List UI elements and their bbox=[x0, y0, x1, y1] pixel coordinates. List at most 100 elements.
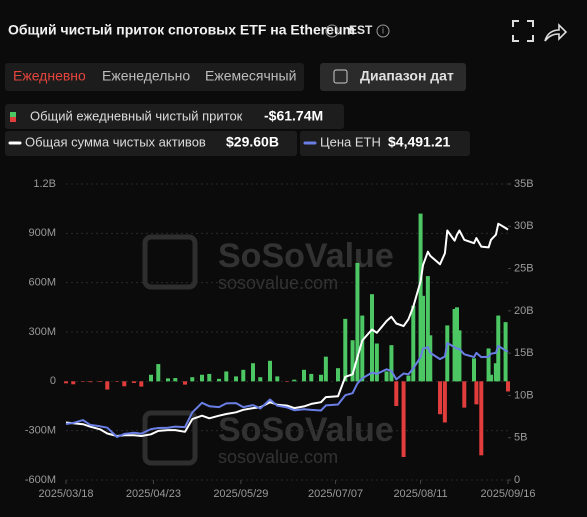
legend-value: -$61.74M bbox=[264, 108, 323, 124]
legend-value: $29.60B bbox=[226, 134, 279, 150]
watermark-site: sosovalue.com bbox=[218, 273, 338, 293]
line bbox=[65, 222, 509, 437]
y2-tick-label: 15B bbox=[514, 347, 534, 359]
y2-tick-label: 20B bbox=[514, 305, 534, 317]
bar bbox=[445, 325, 450, 382]
bar bbox=[115, 381, 119, 382]
bar bbox=[336, 368, 340, 382]
bar bbox=[406, 375, 411, 382]
y2-tick-label: 30B bbox=[514, 220, 534, 232]
bar bbox=[275, 376, 280, 382]
bar bbox=[88, 381, 93, 383]
bar bbox=[149, 374, 153, 382]
bar bbox=[241, 369, 246, 382]
bar bbox=[122, 381, 127, 387]
bar bbox=[268, 360, 272, 382]
bar bbox=[207, 373, 212, 382]
legend-icon-positive bbox=[10, 112, 16, 117]
info-icon[interactable] bbox=[376, 24, 390, 38]
info-glyph: i bbox=[382, 25, 384, 35]
line bbox=[65, 342, 509, 438]
bar bbox=[374, 343, 379, 382]
date-range-label: Диапазон дат bbox=[360, 68, 454, 84]
y2-tick-label: 25B bbox=[514, 262, 534, 274]
legend-box bbox=[300, 131, 470, 156]
watermark: SoSoValue sosovalue.com SoSoValue sosova… bbox=[142, 234, 394, 467]
legend-value: $4,491.21 bbox=[388, 134, 450, 150]
bar bbox=[472, 358, 476, 382]
y-tick-label: 900M bbox=[28, 227, 56, 239]
bar bbox=[421, 295, 425, 382]
x-tick-label: 2025/07/07 bbox=[308, 488, 363, 500]
legend-label[interactable]: Цена ETH bbox=[320, 134, 381, 149]
watermark-logo bbox=[142, 234, 198, 290]
bar bbox=[462, 381, 467, 408]
bar bbox=[292, 379, 297, 382]
watermark-site: sosovalue.com bbox=[218, 447, 338, 467]
bar bbox=[98, 381, 102, 382]
bar bbox=[401, 381, 406, 457]
bar bbox=[479, 381, 484, 456]
bar bbox=[183, 381, 187, 385]
tab-active[interactable]: Ежедневно bbox=[13, 68, 86, 84]
bar bbox=[442, 381, 447, 423]
bar bbox=[370, 294, 374, 382]
info-glyph: i bbox=[331, 25, 333, 35]
x-tick-label: 2025/05/29 bbox=[213, 488, 268, 500]
bar bbox=[457, 330, 462, 382]
share-button[interactable] bbox=[544, 23, 568, 42]
bar bbox=[302, 369, 306, 382]
y2-tick-label: 10B bbox=[514, 389, 534, 401]
bar bbox=[486, 348, 491, 382]
bar bbox=[323, 356, 328, 382]
bar bbox=[132, 381, 136, 383]
y-tick-label: 1.2B bbox=[33, 178, 56, 190]
info-icon[interactable] bbox=[325, 24, 339, 38]
date-range-button[interactable] bbox=[320, 63, 466, 91]
bar bbox=[64, 381, 68, 384]
bar bbox=[425, 276, 430, 382]
bar bbox=[234, 376, 238, 382]
y-tick-label: -600M bbox=[25, 474, 56, 486]
bar bbox=[71, 381, 76, 385]
legend-label[interactable]: Общий ежедневный чистый приток bbox=[30, 108, 243, 123]
tab[interactable]: Ежемесячный bbox=[205, 68, 296, 84]
bar bbox=[411, 305, 416, 382]
calendar-icon bbox=[333, 69, 348, 84]
y-tick-label: 300M bbox=[28, 326, 56, 338]
bar bbox=[285, 381, 289, 382]
bar bbox=[105, 381, 110, 390]
watermark-logo bbox=[142, 410, 198, 466]
fullscreen-button[interactable] bbox=[512, 20, 534, 42]
bar bbox=[81, 381, 85, 382]
legend-box bbox=[5, 104, 344, 129]
bar bbox=[139, 381, 144, 387]
y-tick-label: 0 bbox=[50, 375, 56, 387]
watermark-brand: SoSoValue bbox=[218, 411, 394, 449]
y-tick-label: -300M bbox=[25, 425, 56, 437]
y2-tick-label: 0 bbox=[514, 474, 520, 486]
bar bbox=[452, 308, 457, 382]
bar bbox=[217, 378, 221, 382]
x-tick-label: 2025/03/18 bbox=[38, 488, 93, 500]
tab-bar bbox=[5, 63, 304, 91]
tab[interactable]: Еженедельно bbox=[102, 68, 190, 84]
bar bbox=[418, 213, 423, 382]
bar bbox=[506, 381, 510, 392]
bar bbox=[190, 377, 195, 382]
bar bbox=[355, 262, 360, 382]
bar bbox=[156, 364, 161, 382]
bar bbox=[455, 307, 459, 382]
bar bbox=[438, 381, 442, 415]
timezone[interactable]: EST bbox=[349, 23, 373, 37]
y2-tick-label: 35B bbox=[514, 178, 534, 190]
bar bbox=[200, 374, 204, 382]
watermark-brand: SoSoValue bbox=[218, 237, 394, 275]
bar bbox=[343, 318, 348, 382]
legend-label[interactable]: Общая сумма чистых активов bbox=[25, 134, 206, 149]
x-tick-label: 2025/04/23 bbox=[126, 488, 181, 500]
bar bbox=[394, 381, 399, 406]
bar bbox=[224, 371, 229, 382]
